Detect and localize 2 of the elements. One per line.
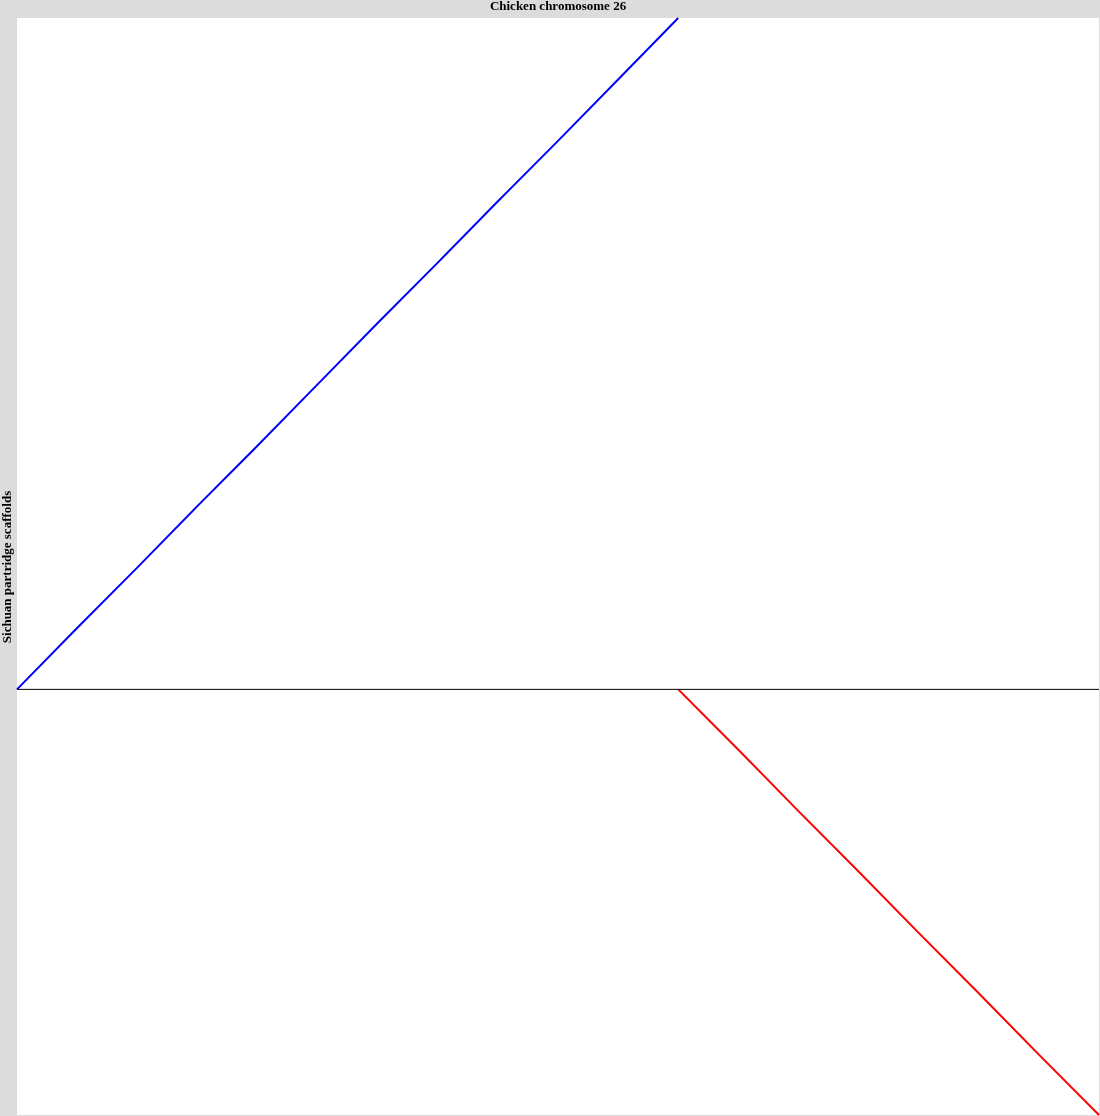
chart-title: Chicken chromosome 26 xyxy=(489,0,627,13)
y-axis-title: Sichuan partridge scaffolds xyxy=(0,490,14,644)
